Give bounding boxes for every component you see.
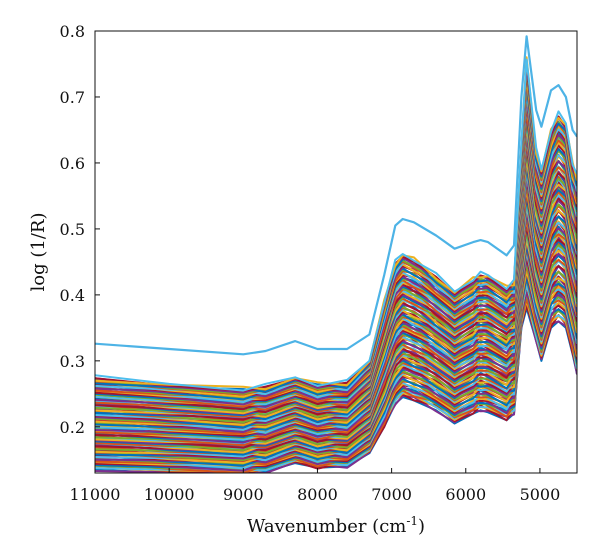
spectrum-line — [95, 269, 577, 464]
y-tick-label: 0.3 — [60, 352, 85, 371]
y-tick-label: 0.8 — [60, 22, 85, 41]
spectrum-line — [95, 217, 577, 447]
x-tick-label: 8000 — [297, 485, 338, 504]
spectrum-line — [95, 284, 577, 470]
y-tick-label: 0.4 — [60, 286, 85, 305]
plot-lines — [95, 35, 577, 473]
spectrum-line — [95, 210, 577, 444]
x-tick-label: 9000 — [223, 485, 264, 504]
y-tick-label: 0.6 — [60, 154, 85, 173]
y-axis: 0.2 0.3 0.4 0.5 0.6 0.7 0.8 — [60, 22, 100, 437]
spectrum-line — [95, 58, 577, 392]
plot-frame — [94, 30, 578, 474]
y-tick-label: 0.5 — [60, 220, 85, 239]
y-axis-title: log (1/R) — [28, 213, 49, 292]
x-axis: 11000 10000 9000 8000 7000 6000 5000 — [70, 468, 561, 504]
x-axis-title: Wavenumber (cm-1) — [247, 514, 425, 537]
y-tick-label: 0.7 — [60, 88, 85, 107]
spectrum-line — [95, 291, 577, 472]
x-tick-label: 6000 — [445, 485, 486, 504]
y-tick-label: 0.2 — [60, 418, 85, 437]
spectrum-line — [95, 277, 577, 467]
x-tick-label: 7000 — [371, 485, 412, 504]
x-tick-label: 11000 — [70, 485, 121, 504]
x-axis-title-superscript: -1 — [406, 514, 418, 528]
spectrum-line-highlight — [95, 35, 577, 356]
spectrum-line — [95, 90, 577, 401]
x-tick-label: 5000 — [520, 485, 561, 504]
x-tick-label: 10000 — [144, 485, 195, 504]
